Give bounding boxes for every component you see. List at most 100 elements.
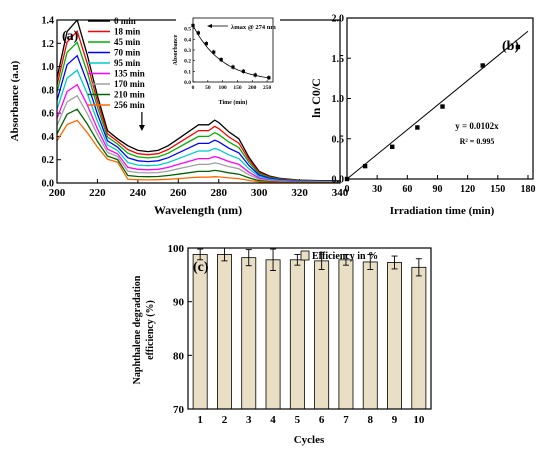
panel-c-bar bbox=[241, 257, 257, 410]
panel-a-label: (a) bbox=[62, 29, 79, 44]
panel-c-xtick-label: 7 bbox=[343, 414, 349, 426]
inset-xtick-label: 50 bbox=[205, 85, 211, 91]
panel-c-frame bbox=[187, 247, 432, 410]
panel-c-label: (c) bbox=[193, 260, 209, 275]
panel-a-series-line bbox=[57, 41, 340, 182]
panel-b-xtick-label: 180 bbox=[520, 184, 535, 195]
inset-xlabel: Time (min) bbox=[219, 99, 248, 106]
inset-marks bbox=[191, 22, 271, 81]
panel-a-xlabel: Wavelength (nm) bbox=[154, 203, 242, 217]
panel-c-xtick-label: 10 bbox=[413, 414, 425, 426]
panel-a-ytick-label: 1.0 bbox=[42, 62, 55, 73]
panel-c-ylabel-line-2: efficiency (%) bbox=[145, 300, 156, 360]
panel-a-series-line bbox=[57, 94, 340, 183]
panel-a-inset: 0 50 100 150 200 250 0.0 0.1 0.2 0.3 0.4 0.5 λmax @… bbox=[173, 12, 280, 106]
panel-a-legend-label: 170 min bbox=[114, 79, 145, 89]
panel-b-ticks: 0 30 60 90 120 150 180 0.0 0.5 1.0 1.5 2.0 bbox=[332, 14, 536, 196]
panel-c-bar bbox=[314, 260, 330, 410]
inset-ylabel: Absorbance bbox=[173, 34, 179, 65]
inset-point bbox=[196, 31, 200, 35]
panel-b-xtick-label: 150 bbox=[490, 184, 505, 195]
panel-c-xtick-label: 9 bbox=[392, 414, 398, 426]
panel-a-legend-label: 210 min bbox=[114, 90, 145, 100]
panel-a-legend-label: 256 min bbox=[114, 100, 145, 110]
panel-c-ytick-label: 90 bbox=[173, 297, 185, 309]
panel-c-ytick-label: 80 bbox=[173, 350, 185, 362]
panel-c-bars bbox=[192, 247, 427, 410]
panel-a-series-line bbox=[57, 119, 340, 183]
panel-c-bar bbox=[192, 254, 208, 410]
panel-a-legend-label: 70 min bbox=[114, 48, 140, 58]
panel-b-fit-line bbox=[346, 30, 529, 180]
panel-a-ytick-label: 0.6 bbox=[42, 109, 55, 120]
panel-c-legend-swatch bbox=[300, 250, 310, 261]
inset-xtick-label: 0 bbox=[192, 85, 195, 91]
panel-a-legend-label: 45 min bbox=[114, 37, 140, 47]
panel-a-xtick-label: 340 bbox=[332, 187, 349, 199]
panel-c-xtick-label: 8 bbox=[368, 414, 374, 426]
panel-b-label: (b) bbox=[502, 39, 519, 54]
inset-point bbox=[204, 42, 208, 46]
panel-b-ytick-label: 0.5 bbox=[332, 134, 345, 145]
panel-b-point bbox=[390, 144, 395, 149]
panel-c-xtick-label: 6 bbox=[319, 414, 325, 426]
panel-b: 0 30 60 90 120 150 180 0.0 0.5 1.0 1.5 2.0 (b) y = … bbox=[309, 14, 535, 218]
panel-a-xtick-label: 200 bbox=[49, 187, 66, 199]
panel-c-xlabel: Cycles bbox=[294, 434, 325, 446]
panel-b-point bbox=[480, 63, 485, 68]
inset-ytick-label: 0.2 bbox=[184, 59, 191, 65]
panel-b-ytick-label: 1.5 bbox=[332, 54, 345, 65]
panel-a-xtick-label: 300 bbox=[251, 187, 268, 199]
panel-b-xtick-label: 90 bbox=[432, 184, 442, 195]
inset-point bbox=[231, 65, 235, 69]
panel-a-ytick-label: 0.0 bbox=[42, 179, 55, 190]
inset-point bbox=[212, 50, 216, 54]
panel-b-ytick-label: 0.0 bbox=[332, 175, 345, 186]
panel-a-ticks: 200 220 240 260 280 300 320 3400.00.20.40.60.81… bbox=[42, 16, 349, 200]
panel-a-series-line bbox=[57, 83, 340, 183]
panel-b-marks bbox=[344, 30, 529, 182]
panel-a-ytick-label: 1.4 bbox=[42, 16, 55, 27]
panel-b-ytick-label: 1.0 bbox=[332, 94, 345, 105]
panel-b-point bbox=[362, 163, 368, 169]
panel-a: 200 220 240 260 280 300 320 3400.00.20.40.60.81… bbox=[9, 12, 349, 217]
panel-b-xtick-label: 0 bbox=[345, 184, 350, 195]
panel-a-series-line bbox=[57, 20, 340, 182]
panel-a-legend-label: 135 min bbox=[114, 69, 145, 79]
panel-a-xtick-label: 260 bbox=[170, 187, 187, 199]
panel-a-ytick-label: 0.2 bbox=[42, 155, 55, 166]
inset-title-arrow-head bbox=[207, 24, 212, 28]
panel-a-ytick-label: 0.4 bbox=[42, 132, 55, 143]
panel-a-legend-label: 95 min bbox=[114, 58, 140, 68]
panel-c: 70 80 90 100 1 2 3 4 5 6 7 8 9 10 (c) Efficiency in %… bbox=[132, 243, 432, 446]
panel-c-bar bbox=[362, 261, 378, 410]
panel-a-xtick-label: 320 bbox=[291, 187, 308, 199]
panel-c-ylabel-line-1: Naphthalene degradation bbox=[132, 275, 143, 384]
panel-c-bar bbox=[289, 259, 305, 410]
panel-b-ylabel: ln C0/C bbox=[309, 78, 323, 118]
panel-c-ytick-label: 100 bbox=[168, 243, 185, 255]
inset-ytick-label: 0.5 bbox=[184, 27, 191, 33]
panel-b-xtick-label: 120 bbox=[460, 184, 475, 195]
panel-c-xtick-label: 3 bbox=[246, 414, 252, 426]
inset-xtick-label: 150 bbox=[233, 85, 242, 91]
inset-xtick-label: 200 bbox=[248, 85, 257, 91]
panel-c-ytick-label: 70 bbox=[173, 404, 185, 416]
inset-point bbox=[241, 69, 245, 73]
panel-a-xtick-label: 240 bbox=[130, 187, 147, 199]
panel-c-legend-text: Efficiency in % bbox=[312, 251, 378, 262]
panel-b-frame bbox=[346, 17, 534, 180]
inset-ytick-label: 0.3 bbox=[184, 48, 191, 54]
inset-frame bbox=[192, 17, 274, 83]
panel-c-ticks: 70 80 90 100 1 2 3 4 5 6 7 8 9 10 bbox=[168, 243, 425, 426]
panel-b-equation: y = 0.0102x bbox=[455, 121, 499, 131]
panel-c-bar bbox=[217, 254, 232, 410]
panel-a-ytick-label: 1.2 bbox=[42, 39, 55, 50]
panel-a-series-line bbox=[57, 69, 340, 183]
panel-b-r-squared: R² = 0.995 bbox=[460, 137, 495, 146]
panel-b-point bbox=[515, 44, 521, 50]
panel-c-bar bbox=[265, 259, 281, 410]
panel-a-series-line bbox=[57, 54, 340, 183]
